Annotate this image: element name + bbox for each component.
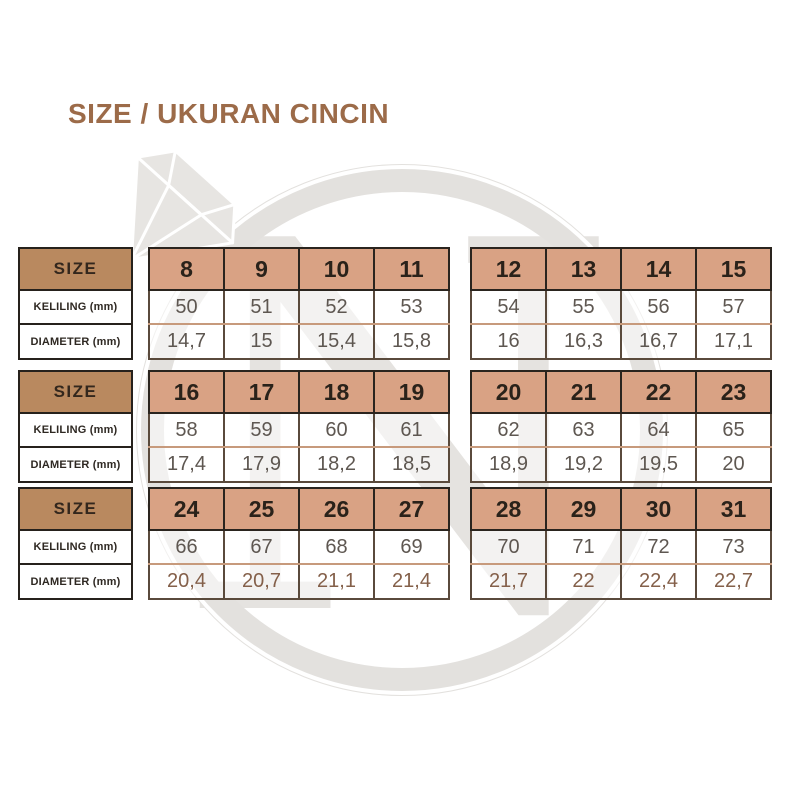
keliling-value-cell: 71	[545, 529, 622, 565]
ring-size-cell: 24	[148, 487, 225, 531]
ring-size-cell: 15	[695, 247, 772, 291]
ring-size-cell: 9	[223, 247, 300, 291]
keliling-value-cell: 69	[373, 529, 450, 565]
ring-size-cell: 16	[148, 370, 225, 414]
ring-size-cell: 11	[373, 247, 450, 291]
ring-size-cell: 18	[298, 370, 375, 414]
diameter-value-cell: 17,4	[148, 446, 225, 483]
ring-size-cell: 26	[298, 487, 375, 531]
diameter-value-cell: 22,7	[695, 563, 772, 600]
keliling-value-cell: 64	[620, 412, 697, 448]
ring-size-cell: 12	[470, 247, 547, 291]
keliling-value-cell: 66	[148, 529, 225, 565]
size-band-16-23: SIZE KELILING (mm) DIAMETER (mm) 16 17 18 1…	[18, 370, 792, 483]
ring-size-cell: 23	[695, 370, 772, 414]
diameter-value-cell: 21,4	[373, 563, 450, 600]
keliling-value-cell: 53	[373, 289, 450, 325]
ring-size-cell: 30	[620, 487, 697, 531]
size-band-24-31: SIZE KELILING (mm) DIAMETER (mm) 24 25 26 2…	[18, 487, 792, 600]
keliling-value-cell: 57	[695, 289, 772, 325]
ring-size-cell: 22	[620, 370, 697, 414]
size-table-20-23: 20 21 22 23 62 63 64 65 18,9 19,2 19,5 20	[470, 370, 772, 483]
size-table-8-11: 8 9 10 11 50 51 52 53 14,7 15 15,4 15,8	[148, 247, 450, 360]
diameter-value-cell: 16,7	[620, 323, 697, 360]
keliling-row-label: KELILING (mm)	[18, 289, 133, 325]
size-row-label: SIZE	[18, 370, 133, 414]
size-row-label: SIZE	[18, 487, 133, 531]
keliling-value-cell: 54	[470, 289, 547, 325]
ring-size-cell: 19	[373, 370, 450, 414]
keliling-value-cell: 67	[223, 529, 300, 565]
keliling-value-cell: 50	[148, 289, 225, 325]
diameter-row-label: DIAMETER (mm)	[18, 446, 133, 483]
ring-size-cell: 27	[373, 487, 450, 531]
diameter-value-cell: 16,3	[545, 323, 622, 360]
row-label-table: SIZE KELILING (mm) DIAMETER (mm)	[18, 370, 133, 483]
diameter-row-label: DIAMETER (mm)	[18, 323, 133, 360]
keliling-value-cell: 55	[545, 289, 622, 325]
diameter-value-cell: 21,1	[298, 563, 375, 600]
keliling-value-cell: 56	[620, 289, 697, 325]
ring-size-cell: 17	[223, 370, 300, 414]
size-table-24-27: 24 25 26 27 66 67 68 69 20,4 20,7 21,1 21,4	[148, 487, 450, 600]
ring-size-cell: 20	[470, 370, 547, 414]
diameter-value-cell: 18,5	[373, 446, 450, 483]
diameter-value-cell: 17,9	[223, 446, 300, 483]
row-label-table: SIZE KELILING (mm) DIAMETER (mm)	[18, 487, 133, 600]
keliling-value-cell: 58	[148, 412, 225, 448]
keliling-value-cell: 60	[298, 412, 375, 448]
diameter-value-cell: 19,2	[545, 446, 622, 483]
diameter-value-cell: 14,7	[148, 323, 225, 360]
keliling-value-cell: 59	[223, 412, 300, 448]
size-table-16-19: 16 17 18 19 58 59 60 61 17,4 17,9 18,2 18,5	[148, 370, 450, 483]
ring-size-cell: 29	[545, 487, 622, 531]
diameter-value-cell: 15,4	[298, 323, 375, 360]
ring-size-cell: 31	[695, 487, 772, 531]
ring-size-cell: 28	[470, 487, 547, 531]
diameter-value-cell: 22	[545, 563, 622, 600]
keliling-value-cell: 52	[298, 289, 375, 325]
ring-size-cell: 25	[223, 487, 300, 531]
diameter-value-cell: 16	[470, 323, 547, 360]
size-table-28-31: 28 29 30 31 70 71 72 73 21,7 22 22,4 22,7	[470, 487, 772, 600]
diameter-value-cell: 18,9	[470, 446, 547, 483]
diameter-value-cell: 15,8	[373, 323, 450, 360]
diameter-value-cell: 21,7	[470, 563, 547, 600]
diameter-value-cell: 22,4	[620, 563, 697, 600]
size-row-label: SIZE	[18, 247, 133, 291]
ring-size-cell: 8	[148, 247, 225, 291]
ring-size-cell: 13	[545, 247, 622, 291]
diameter-value-cell: 20,7	[223, 563, 300, 600]
ring-size-cell: 10	[298, 247, 375, 291]
row-label-table: SIZE KELILING (mm) DIAMETER (mm)	[18, 247, 133, 360]
diameter-value-cell: 19,5	[620, 446, 697, 483]
keliling-value-cell: 63	[545, 412, 622, 448]
page-title: SIZE / UKURAN CINCIN	[68, 98, 390, 129]
diameter-value-cell: 15	[223, 323, 300, 360]
keliling-row-label: KELILING (mm)	[18, 529, 133, 565]
diameter-value-cell: 18,2	[298, 446, 375, 483]
size-table-12-15: 12 13 14 15 54 55 56 57 16 16,3 16,7 17,1	[470, 247, 772, 360]
keliling-value-cell: 73	[695, 529, 772, 565]
size-band-8-15: SIZE KELILING (mm) DIAMETER (mm) 8 9 10 11 5…	[18, 247, 792, 360]
diameter-value-cell: 20	[695, 446, 772, 483]
keliling-value-cell: 61	[373, 412, 450, 448]
keliling-value-cell: 70	[470, 529, 547, 565]
diameter-value-cell: 17,1	[695, 323, 772, 360]
ring-size-cell: 14	[620, 247, 697, 291]
keliling-value-cell: 51	[223, 289, 300, 325]
keliling-value-cell: 68	[298, 529, 375, 565]
keliling-row-label: KELILING (mm)	[18, 412, 133, 448]
keliling-value-cell: 62	[470, 412, 547, 448]
keliling-value-cell: 65	[695, 412, 772, 448]
diameter-row-label: DIAMETER (mm)	[18, 563, 133, 600]
diameter-value-cell: 20,4	[148, 563, 225, 600]
ring-size-cell: 21	[545, 370, 622, 414]
keliling-value-cell: 72	[620, 529, 697, 565]
